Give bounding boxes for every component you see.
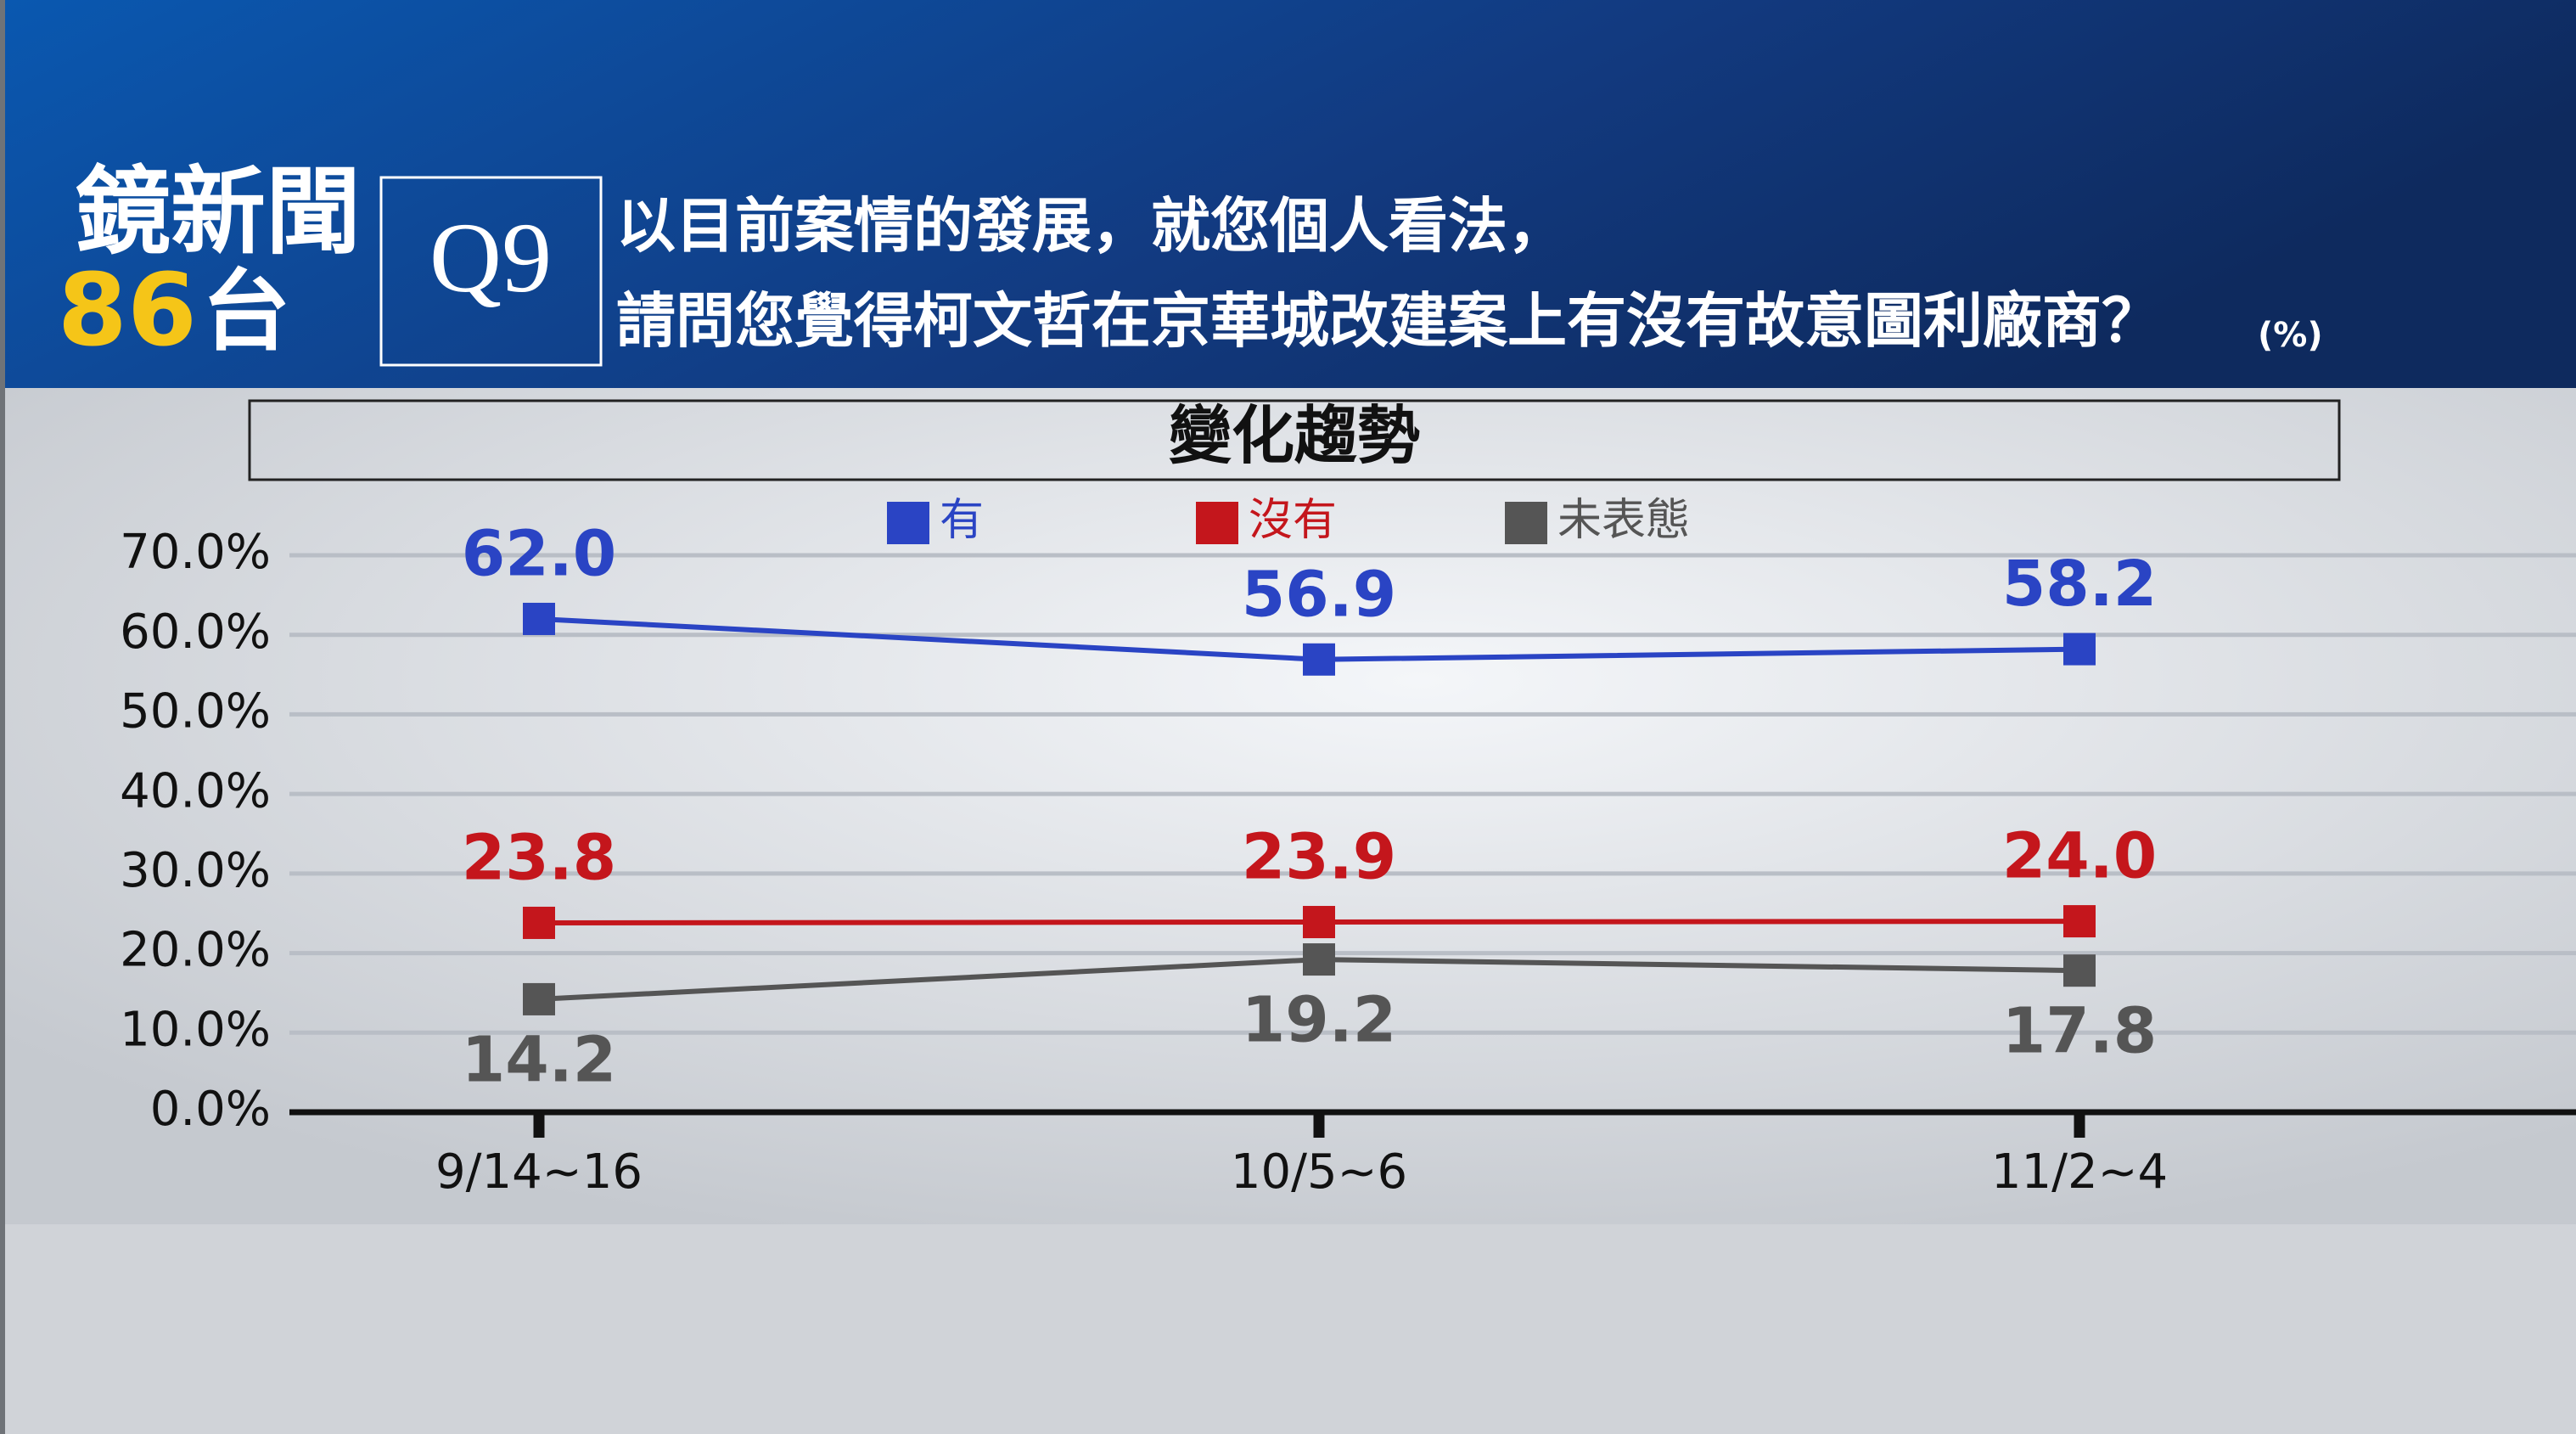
x-tick-label: 9/14~16 — [435, 1144, 643, 1200]
header-band — [0, 0, 2576, 388]
unit: (%) — [2258, 316, 2323, 355]
value-label: 14.2 — [462, 1023, 617, 1096]
y-tick-label: 10.0% — [120, 1002, 271, 1057]
marker — [523, 982, 555, 1015]
legend-swatch — [887, 502, 929, 544]
question-number: Q9 — [429, 202, 552, 313]
logo: 鏡新聞 — [76, 157, 361, 267]
legend-label: 沒有 — [1249, 495, 1337, 546]
marker — [1303, 943, 1335, 976]
y-tick-label: 50.0% — [120, 684, 271, 739]
y-tick-label: 70.0% — [120, 525, 271, 580]
title-box — [248, 399, 2341, 481]
marker — [2063, 905, 2096, 938]
marker — [1303, 906, 1335, 939]
logo-suffix: 台 — [202, 259, 290, 363]
legend-label: 有 — [940, 495, 984, 546]
left-edge — [0, 0, 5, 1434]
question-box — [379, 176, 603, 367]
value-label: 17.8 — [2002, 995, 2158, 1068]
value-label: 23.8 — [462, 821, 617, 894]
x-tick-label: 10/5~6 — [1231, 1144, 1407, 1200]
legend-swatch — [1505, 502, 1547, 544]
marker — [523, 906, 555, 939]
value-label: 24.0 — [2002, 820, 2158, 893]
chart-title: 變化趨勢 — [1169, 400, 1420, 473]
legend-swatch — [1196, 502, 1238, 544]
y-tick-label: 20.0% — [120, 923, 271, 978]
marker — [523, 602, 555, 635]
marker — [2063, 954, 2096, 987]
y-tick-label: 60.0% — [120, 605, 271, 660]
chart-panel — [5, 388, 2576, 1224]
value-label: 19.2 — [1242, 984, 1397, 1057]
question-text: 以目前案情的發展，就您個人看法， — [616, 191, 1567, 261]
x-tick-label: 11/2~4 — [1991, 1144, 2168, 1200]
marker — [1303, 643, 1335, 676]
question-text: 請問您覺得柯文哲在京華城改建案上有沒有故意圖利廠商？ — [616, 286, 2161, 356]
logo-number: 86 — [58, 251, 197, 368]
y-tick-label: 40.0% — [120, 763, 271, 818]
y-tick-label: 0.0% — [150, 1082, 271, 1137]
value-label: 62.0 — [462, 517, 617, 590]
value-label: 56.9 — [1242, 558, 1397, 631]
y-tick-label: 30.0% — [120, 843, 271, 898]
marker — [2063, 633, 2096, 666]
value-label: 58.2 — [2002, 548, 2158, 621]
value-label: 23.9 — [1242, 821, 1397, 894]
legend-label: 未表態 — [1557, 495, 1690, 546]
